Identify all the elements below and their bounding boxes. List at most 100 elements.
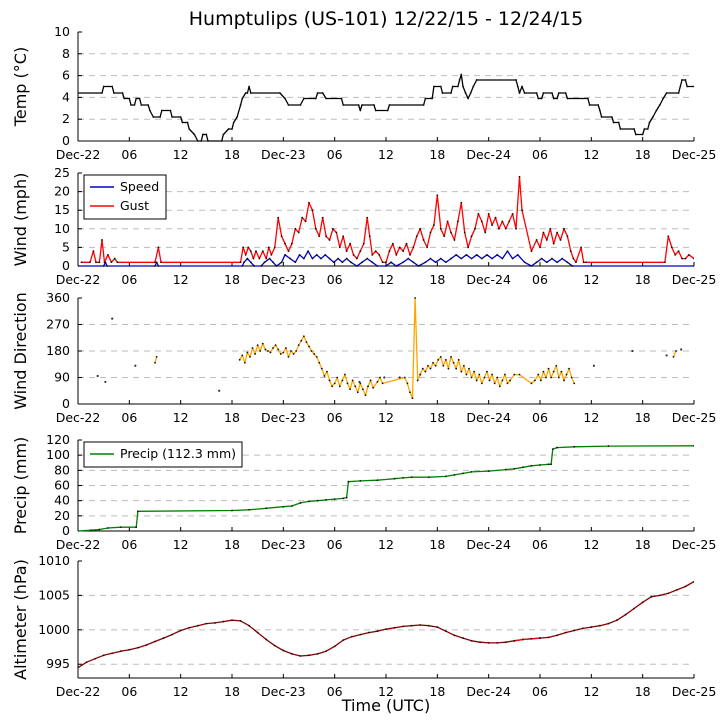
data-point [369,379,372,382]
data-point [451,85,454,88]
x-tick-label: 12 [378,410,394,425]
x-tick-label: 18 [429,147,445,162]
x-tick-label: 18 [635,410,651,425]
data-point [152,116,155,118]
data-point [658,594,661,597]
data-point [256,631,259,634]
data-point [359,109,362,112]
data-point [371,253,374,256]
data-point [385,265,387,267]
x-tick-label: 06 [327,410,343,425]
data-point [371,261,374,264]
data-point [555,364,558,367]
data-point [247,246,250,249]
data-point [268,257,271,260]
data-point [566,261,569,264]
data-point [504,641,507,644]
data-point [356,391,359,394]
data-point [646,128,649,130]
data-point [390,261,393,264]
data-point [261,342,264,345]
data-point [376,265,379,267]
data-point [487,470,490,472]
data-point [272,261,274,264]
data-point [95,261,97,264]
data-point [350,261,352,264]
x-tick-label: 18 [429,410,445,425]
data-point [279,353,282,355]
data-point [565,373,568,376]
data-point [406,382,409,385]
y-tick-label: 15 [54,202,70,217]
data-point [325,235,328,238]
data-point [533,379,536,382]
data-point [78,666,79,669]
data-point [484,231,487,234]
data-point [154,361,156,364]
data-point [282,505,285,508]
data-point [111,652,114,655]
data-point [450,257,452,260]
data-point [460,73,463,76]
data-point [205,133,208,136]
data-point [474,227,476,230]
data-point [249,92,252,94]
x-tick-label: Dec-24 [466,537,511,552]
data-point [617,121,620,124]
data-point [160,261,162,264]
data-point [248,624,251,627]
data-point [398,246,401,249]
data-point [80,261,83,264]
data-point [205,622,208,625]
data-point [571,265,574,267]
data-point [436,194,439,197]
data-point [248,85,251,88]
data-point [106,265,108,267]
data-point [385,628,387,631]
y-tick-label: 10 [54,24,70,39]
data-point [566,97,569,100]
y-tick-label: 2 [62,111,70,126]
data-point [359,250,362,253]
data-point [238,358,241,361]
data-point [107,253,109,256]
data-point [246,92,249,94]
data-point [350,635,353,638]
y-tick-label: 6 [62,68,70,83]
data-point [311,257,314,260]
y-tick-label: 995 [46,656,70,671]
data-point [412,261,415,264]
data-point [556,446,559,449]
data-point [470,639,473,642]
data-point [147,104,150,106]
data-point [681,79,683,81]
data-point [264,348,267,351]
y-axis-label: Temp (°C) [11,47,30,127]
data-point [429,257,432,260]
data-point [521,638,524,641]
x-axis-label: Time (UTC) [341,696,430,715]
data-point [338,246,341,249]
data-point [267,246,270,249]
data-point [294,261,297,264]
data-point [277,348,280,351]
data-point [351,379,354,382]
data-point [467,97,470,100]
data-point [398,376,401,379]
x-tick-label: 12 [173,147,189,162]
data-point [359,633,362,636]
data-point [475,79,478,81]
x-tick-label: Dec-25 [672,537,717,552]
data-point [545,376,547,379]
x-tick-label: Dec-25 [672,147,717,162]
data-point [356,257,358,260]
data-point [412,246,415,249]
data-point [539,379,542,382]
data-point [188,128,191,130]
data-point [321,92,324,94]
data-point [436,626,439,628]
data-point [551,257,553,260]
data-point [523,92,526,94]
data-point [304,220,307,223]
data-point [677,92,680,94]
